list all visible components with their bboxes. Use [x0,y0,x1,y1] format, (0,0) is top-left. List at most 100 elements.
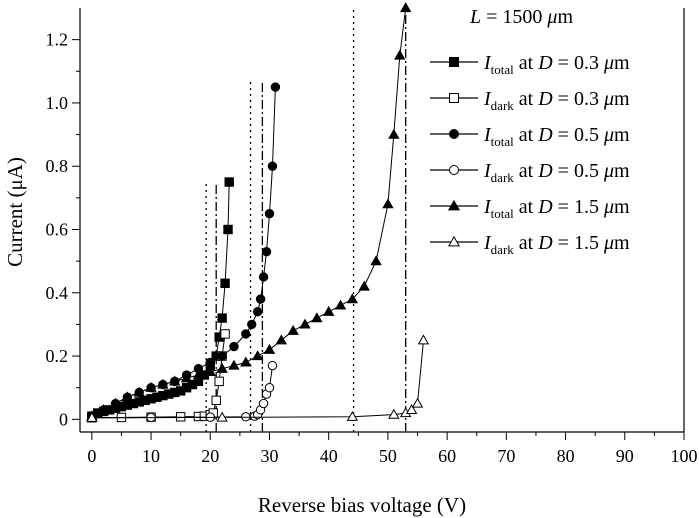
legend-label-unit-prefix: μ [603,52,614,74]
legend-label-value: = 0.3 [553,52,604,74]
data-point [240,356,252,367]
legend-label-text: at [514,160,538,182]
data-point [394,49,406,60]
data-point [334,299,347,310]
legend-label-var: D [537,124,553,146]
data-point [358,280,370,291]
y-tick-label: 0 [59,409,68,429]
data-point [220,278,230,288]
annotation-value: = 1500 [481,6,547,28]
x-tick-label: 40 [320,446,338,466]
data-point [258,272,269,282]
legend-label-unit: m [614,160,630,182]
data-point [261,246,272,257]
y-axis: 0 0.2 0.4 0.6 0.8 1.0 1.2 [46,8,81,432]
legend-item: Itotal at D = 0.3 μm [430,52,630,77]
legend-label-var: D [537,88,553,110]
legend-label-text: at [514,88,538,110]
data-point [275,334,288,345]
legend-label-text: at [514,196,538,218]
x-tick-label: 20 [201,446,219,466]
legend-label-unit-prefix: μ [603,196,614,218]
data-point [216,362,228,373]
data-point [223,224,233,235]
legend-item: Idark at D = 0.3 μm [430,88,630,113]
annotation-unit: m [557,6,573,28]
x-tick-label: 100 [671,446,698,466]
data-point [323,305,335,316]
legend-label: Itotal at D = 0.3 μm [483,52,630,77]
y-tick-label: 0.2 [46,346,69,366]
legend-label-unit: m [614,196,630,218]
legend-label-symbol: I [483,160,492,182]
y-tick-label: 1.2 [46,30,69,50]
legend-marker [449,93,459,103]
series-line [91,7,407,417]
legend-label-unit-prefix: μ [603,124,614,146]
data-point [270,82,281,92]
data-point [216,411,228,422]
data-point [267,161,278,171]
data-point [388,408,400,419]
legend-label-value: = 0.3 [553,88,604,110]
legend-label-var: D [537,232,553,254]
data-point [229,341,239,352]
data-point [287,324,299,335]
data-point [411,397,424,408]
legend-marker [447,235,461,247]
annotation-var: L [469,6,481,28]
x-axis: 0 10 20 30 40 50 60 70 80 90 100 [80,431,698,466]
x-tick-label: 0 [87,446,96,466]
series-line [91,87,276,417]
legend-item: Itotal at D = 1.5 μm [430,196,630,221]
data-point [311,312,323,323]
legend-label-value: = 1.5 [553,196,604,218]
data-point [252,307,263,317]
legend-label-symbol: I [483,124,492,146]
data-point [204,366,216,377]
data-point [121,391,134,402]
series-5 [86,2,412,421]
legend-label-unit: m [614,232,630,254]
annotation-unit-prefix: μ [546,6,557,28]
x-tick-label: 10 [142,446,160,466]
legend-item: Idark at D = 0.5 μm [430,160,630,185]
x-tick-label: 60 [438,446,456,466]
data-point [217,313,227,323]
legend-label-unit: m [614,52,630,74]
legend-label: Idark at D = 1.5 μm [483,232,630,257]
data-point [220,329,230,339]
legend-label-value: = 0.5 [553,160,604,182]
data-point [86,411,98,422]
y-tick-label: 0.8 [46,156,69,176]
legend-label: Idark at D = 0.3 μm [483,88,630,113]
legend-label-symbol: I [483,196,492,218]
legend-label-subscript: total [491,62,514,77]
legend-label-symbol: I [483,232,492,254]
data-point [388,128,400,139]
plot-area [86,2,685,432]
legend-marker [449,57,459,67]
data-point [109,397,122,408]
data-point [258,398,269,409]
data-point [228,359,240,370]
series-1 [87,177,234,421]
data-point [264,208,275,219]
x-tick-label: 80 [557,446,575,466]
data-point [399,2,412,13]
legend-label-subscript: total [491,134,514,149]
legend-label-value: = 0.5 [553,124,604,146]
legend-label-var: D [537,196,553,218]
x-tick-label: 30 [260,446,278,466]
y-tick-label: 0.6 [46,219,69,239]
data-point [192,369,205,380]
legend-label-value: = 1.5 [553,232,604,254]
legend-label-subscript: dark [491,98,515,113]
legend-marker [449,165,459,175]
y-tick-label: 0.4 [46,283,69,303]
legend-label-unit-prefix: μ [603,232,614,254]
legend-label: Itotal at D = 1.5 μm [483,196,630,221]
data-point [417,334,430,345]
legend-label-symbol: I [483,52,492,74]
